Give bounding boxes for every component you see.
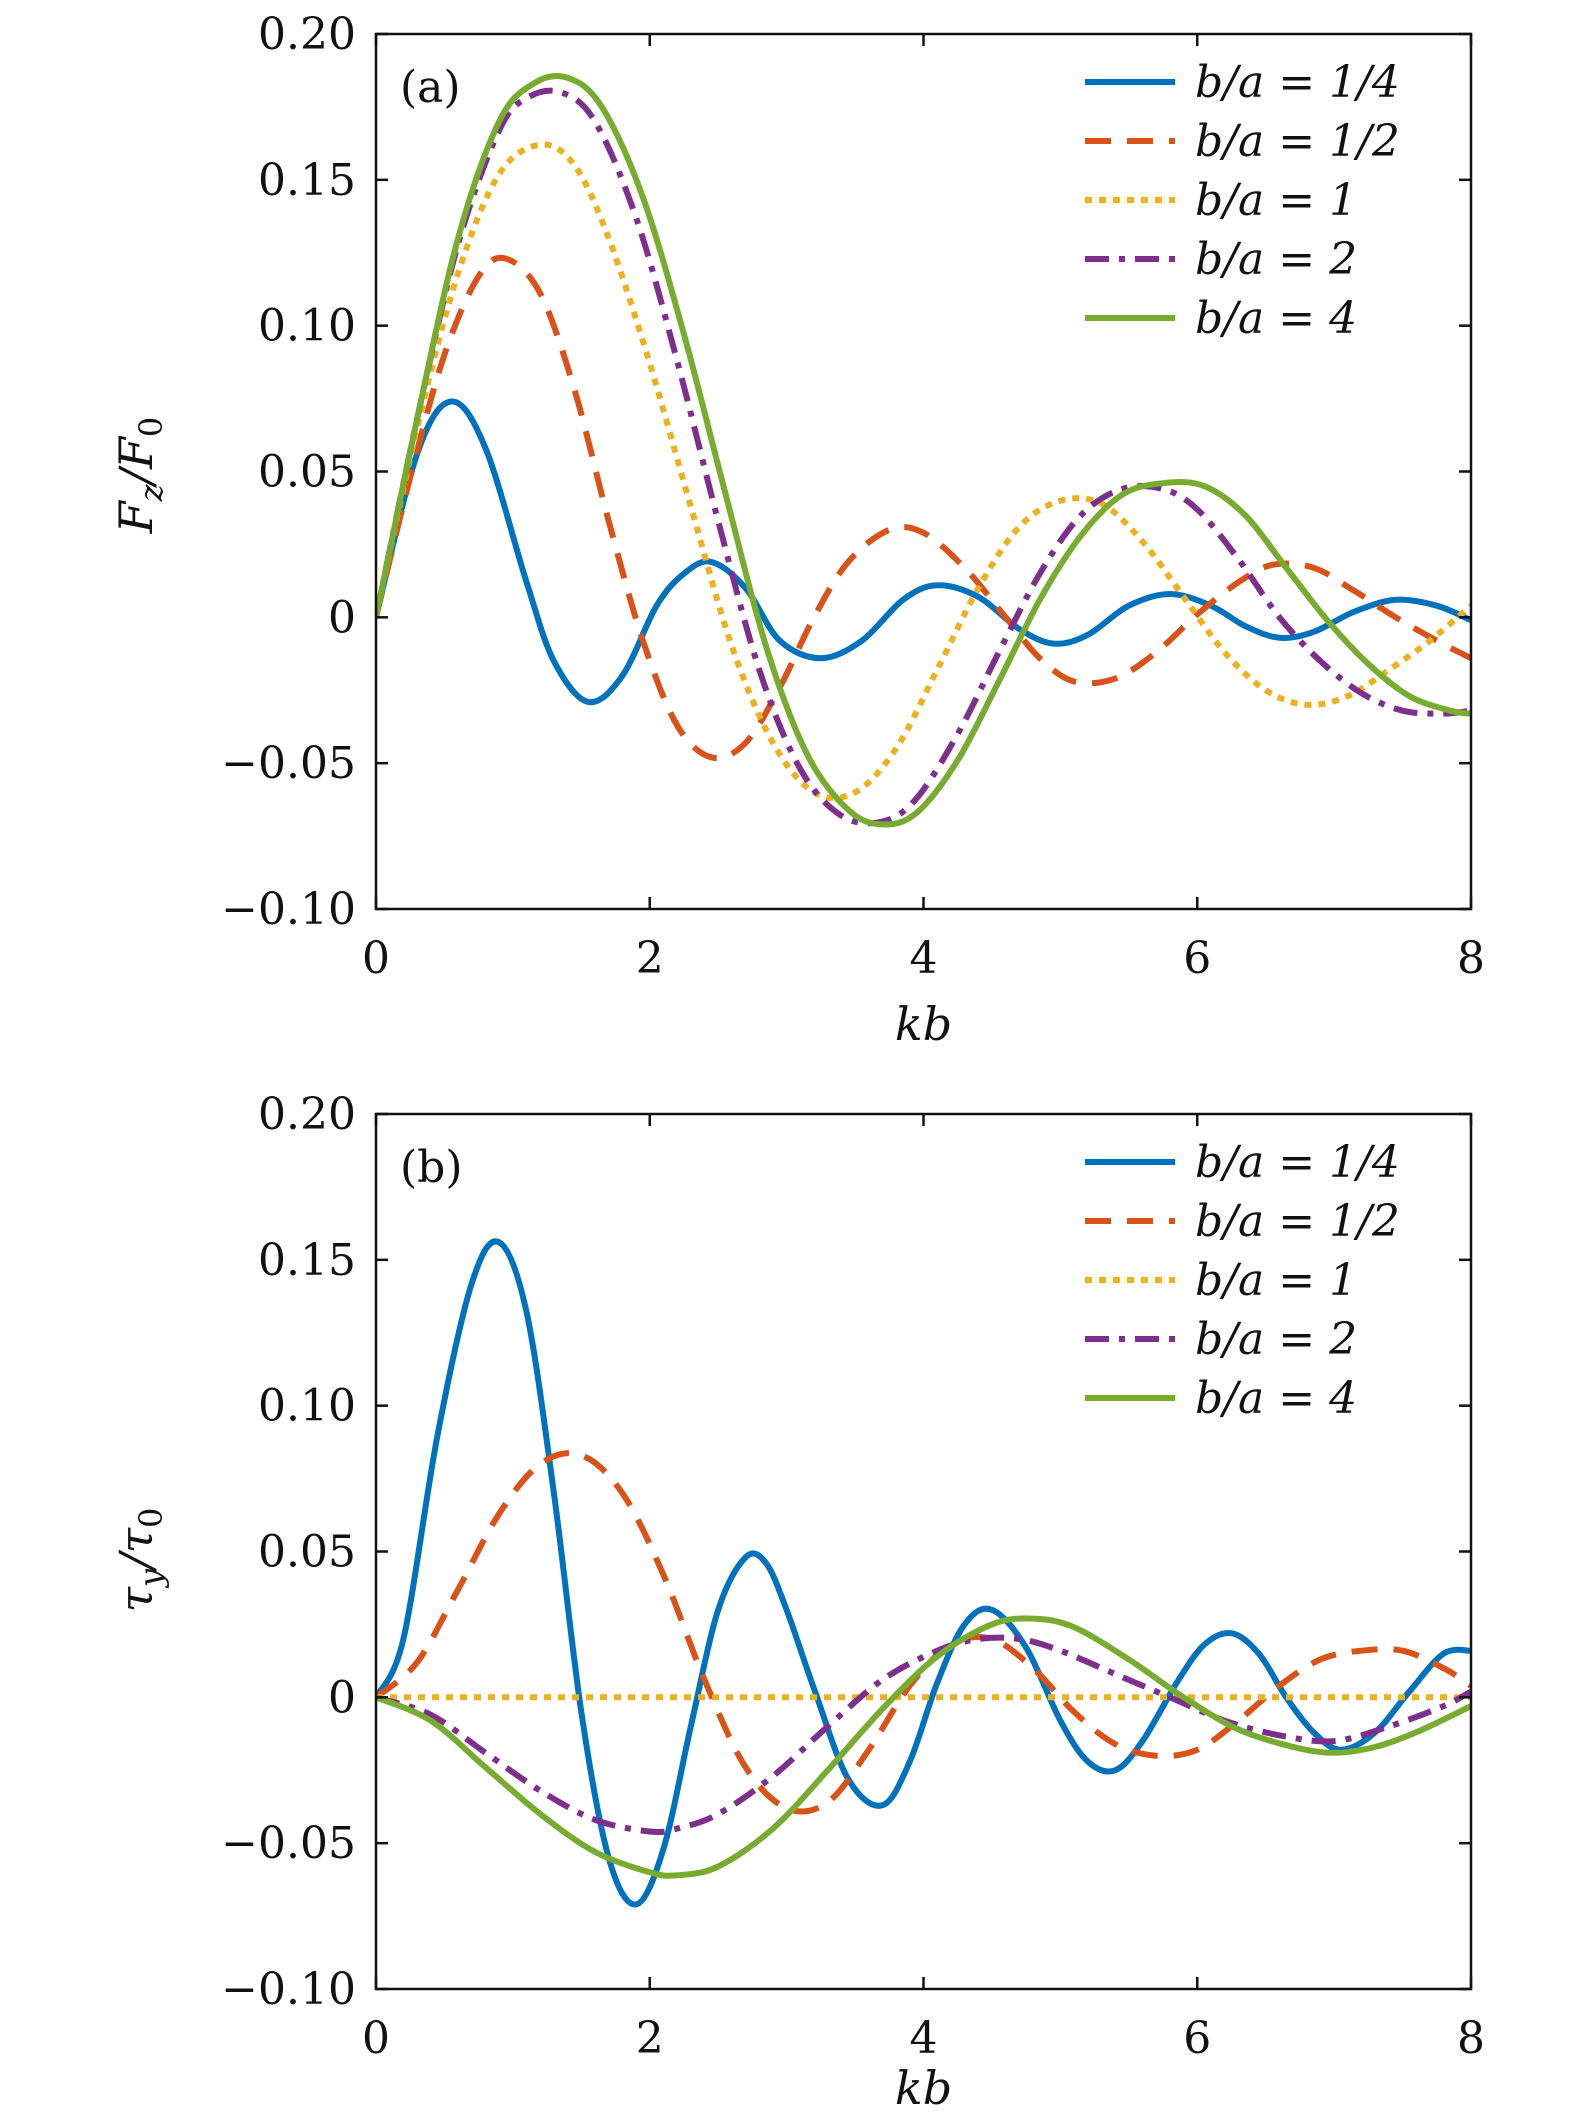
x-tick-label: 8 [1457, 933, 1485, 984]
y-tick-label: −0.05 [221, 1818, 356, 1869]
legend-label-4: b/a = 2 [1195, 1314, 1357, 1365]
legend: b/a = 1/4 b/a = 1/2 b/a = 1 b/a = 2 b/a = 4 [1085, 57, 1400, 344]
y-tick-label: 0.05 [258, 1527, 356, 1578]
legend: b/a = 1/4 b/a = 1/2 b/a = 1 b/a = 2 b/a = 4 [1085, 1137, 1400, 1424]
y-tick-label: 0 [328, 1672, 356, 1723]
series-group [376, 1238, 1471, 1908]
y-tick-label: 0 [328, 592, 356, 643]
y-tick-label: 0.20 [258, 9, 356, 60]
x-tick-label: 6 [1183, 2013, 1211, 2064]
legend-label-5: b/a = 4 [1195, 1373, 1357, 1424]
panel-tag: (a) [400, 62, 461, 113]
legend-label-3: b/a = 1 [1195, 1255, 1357, 1306]
legend-label-2: b/a = 1/2 [1195, 1196, 1400, 1247]
panel-b: 0 2 4 6 8 −0.10 −0.05 0 0.05 0.10 0.15 0.20 kb τy/τ0 (… [109, 1089, 1485, 2115]
legend-label-3: b/a = 1 [1195, 175, 1357, 226]
x-tick-label: 6 [1183, 933, 1211, 984]
series-line-5 [376, 72, 1471, 828]
y-tick-label: 0.05 [258, 447, 356, 498]
y-tick-label: 0.15 [258, 1235, 356, 1286]
y-tick-label: 0.20 [258, 1089, 356, 1140]
y-tick-label: −0.10 [221, 1964, 356, 2015]
y-axis-label: τy/τ0 [109, 1508, 170, 1613]
x-tick-label: 0 [362, 2013, 390, 2064]
y-tick-label: 0.10 [258, 301, 356, 352]
x-tick-label: 2 [636, 2013, 664, 2064]
series-line-2 [376, 1450, 1471, 1815]
legend-label-4: b/a = 2 [1195, 234, 1357, 285]
y-tick-label: −0.05 [221, 738, 356, 789]
y-tick-label: 0.15 [258, 155, 356, 206]
x-tick-label: 4 [910, 933, 938, 984]
series-line-3 [376, 141, 1471, 802]
panel-a: 0 2 4 6 8 −0.10 −0.05 0 0.05 0.10 0.15 0.20 kb Fz/F0 (… [109, 9, 1485, 1051]
y-tick-label: −0.10 [221, 884, 356, 935]
x-axis-label: kb [895, 997, 952, 1051]
x-tick-label: 2 [636, 933, 664, 984]
x-tick-label: 0 [362, 933, 390, 984]
x-tick-label: 4 [910, 2013, 938, 2064]
series-group [376, 72, 1471, 828]
x-tick-label: 8 [1457, 2013, 1485, 2064]
y-axis-label: Fz/F0 [109, 417, 170, 535]
legend-label-5: b/a = 4 [1195, 293, 1357, 344]
y-tick-label: 0.10 [258, 1381, 356, 1432]
legend-label-1: b/a = 1/4 [1195, 1137, 1400, 1188]
series-line-1 [376, 398, 1471, 706]
panel-tag: (b) [400, 1142, 463, 1193]
series-line-2 [376, 254, 1471, 762]
legend-label-1: b/a = 1/4 [1195, 57, 1400, 108]
legend-label-2: b/a = 1/2 [1195, 116, 1400, 167]
x-axis-label: kb [895, 2061, 952, 2115]
series-line-4 [376, 87, 1471, 827]
series-line-5 [376, 1615, 1471, 1879]
